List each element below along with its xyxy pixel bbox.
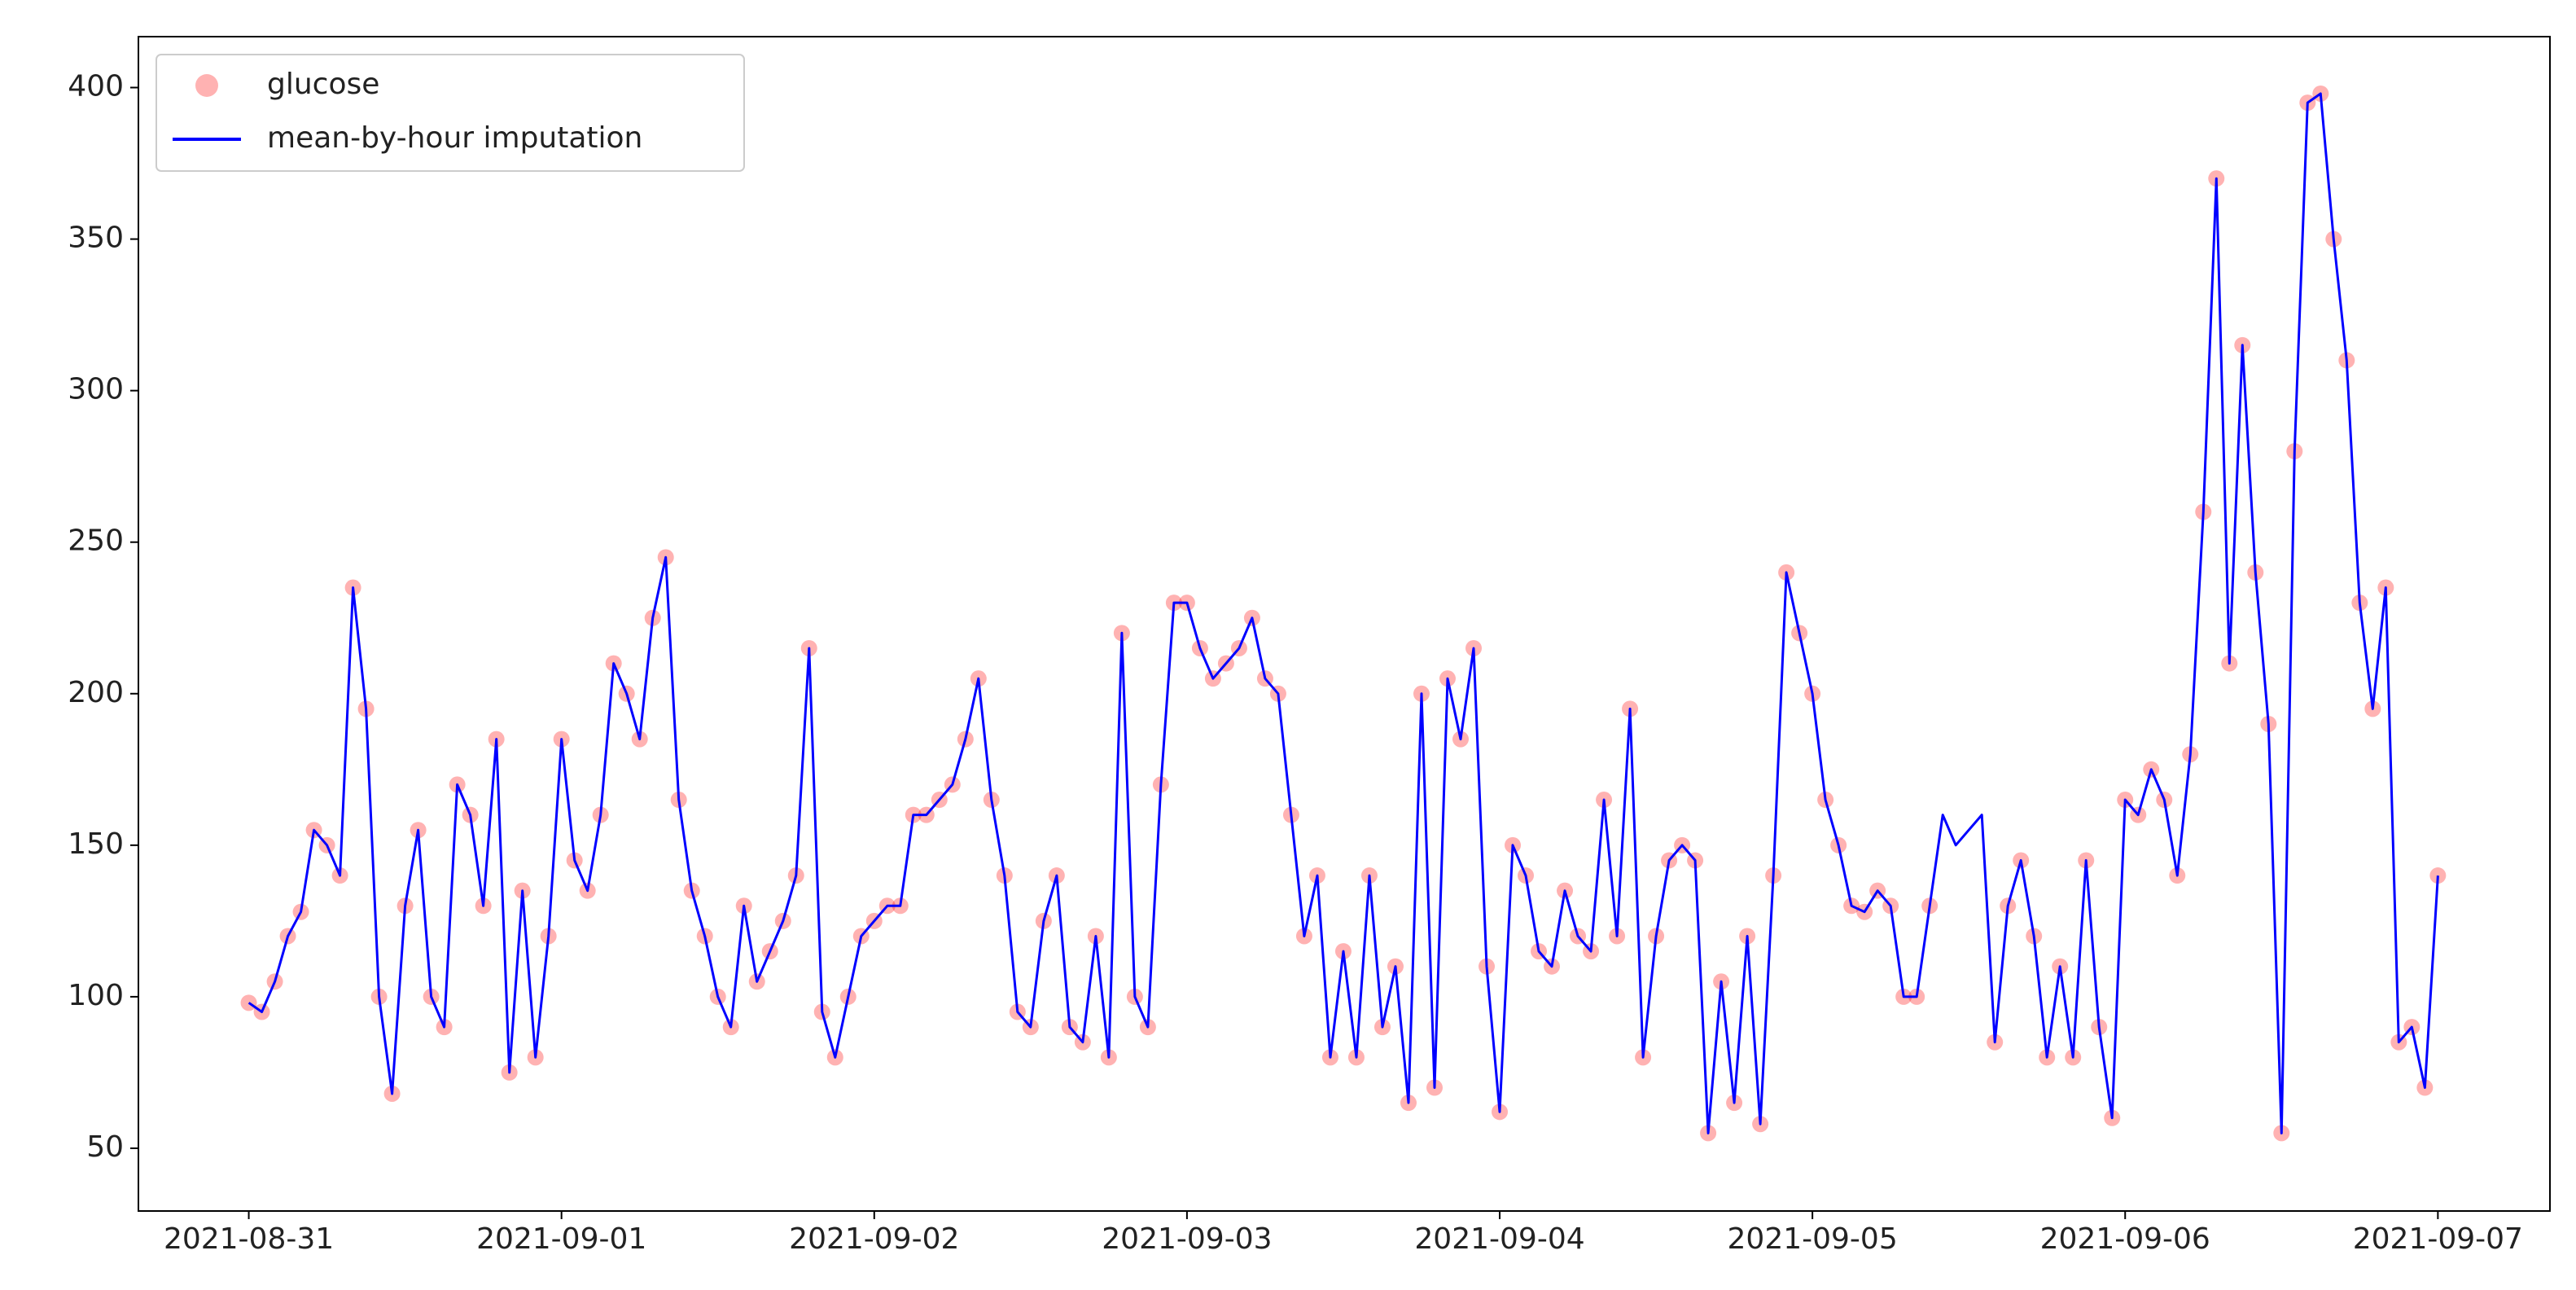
x-tick-label: 2021-09-01 <box>476 1222 646 1256</box>
y-tick-label: 300 <box>68 373 124 406</box>
x-tick-label: 2021-09-04 <box>1414 1222 1584 1256</box>
legend-label: mean-by-hour imputation <box>267 121 642 155</box>
x-tick-label: 2021-09-06 <box>2040 1222 2210 1256</box>
imputation-line <box>248 92 2439 1134</box>
y-tick-label: 200 <box>68 676 124 709</box>
x-tick-label: 2021-08-31 <box>164 1222 334 1256</box>
plot-frame <box>138 36 2551 1212</box>
y-tick-label: 150 <box>68 827 124 861</box>
y-tick-label: 400 <box>68 70 124 103</box>
plot-area <box>240 85 2447 1142</box>
legend-label: glucose <box>267 68 379 101</box>
x-tick-label: 2021-09-02 <box>789 1222 959 1256</box>
y-tick-label: 350 <box>68 222 124 255</box>
y-tick-label: 250 <box>68 524 124 558</box>
y-tick-label: 100 <box>68 979 124 1012</box>
legend-box <box>156 54 745 172</box>
x-tick-label: 2021-09-03 <box>1102 1222 1272 1256</box>
glucose-point <box>2429 867 2447 884</box>
x-tick-label: 2021-09-07 <box>2353 1222 2523 1256</box>
y-tick-label: 50 <box>86 1130 124 1164</box>
legend-marker <box>195 74 218 97</box>
x-tick-label: 2021-09-05 <box>1728 1222 1898 1256</box>
